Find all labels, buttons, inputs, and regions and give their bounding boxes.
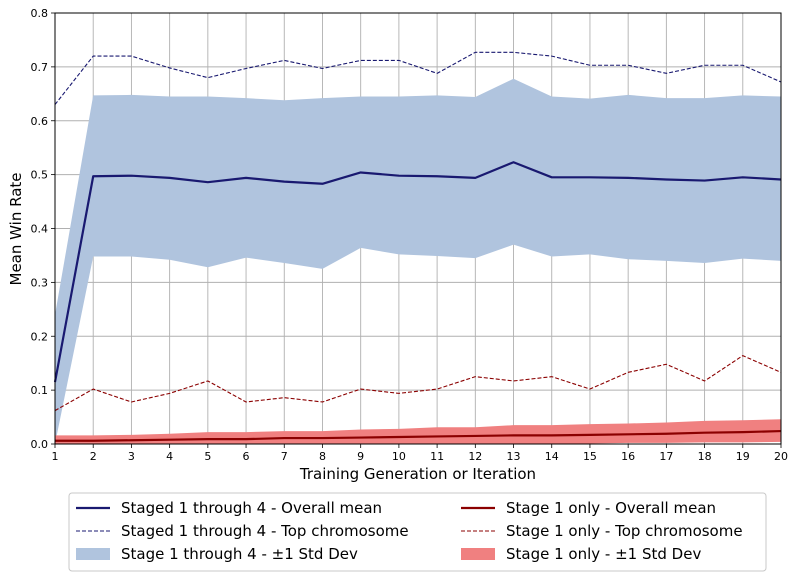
stage-1-only-overall-mean-line (55, 429, 782, 442)
x-tick-label: 9 (357, 450, 364, 463)
x-tick-label: 20 (774, 450, 788, 463)
legend-box (68, 492, 767, 572)
x-tick-label: 2 (90, 450, 97, 463)
legend-label: Stage 1 only - Top chromosome (506, 522, 743, 540)
x-tick-label: 10 (392, 450, 406, 463)
staged-1-through-4-overall-mean-line (53, 161, 782, 383)
legend-label: Stage 1 only - ±1 Std Dev (506, 545, 701, 563)
x-tick-label: 14 (545, 450, 559, 463)
std-dev-bands (55, 78, 781, 444)
x-axis-label: Training Generation or Iteration (299, 465, 536, 483)
x-tick-label: 13 (507, 450, 521, 463)
legend-swatch (76, 548, 110, 560)
stage-1-only-1-std-dev-band (55, 419, 781, 444)
y-tick-label: 0.4 (31, 223, 49, 236)
x-tick-label: 12 (468, 450, 482, 463)
x-tick-label: 4 (166, 450, 173, 463)
series-lines (53, 51, 782, 442)
x-tick-label: 3 (128, 450, 135, 463)
y-tick-label: 0.5 (31, 169, 49, 182)
legend-label: Staged 1 through 4 - Overall mean (121, 499, 382, 517)
x-tick-label: 7 (281, 450, 288, 463)
y-axis-label: Mean Win Rate (7, 173, 25, 286)
stage-1-through-4-1-std-dev-band (55, 78, 781, 444)
y-tick-label: 0.0 (31, 438, 49, 451)
axis-ticks: 1 2 3 4 5 6 7 8 9 10 11 12 13 14 15 16 17 18 19 200.00.10.2… (31, 7, 789, 463)
y-tick-label: 0.8 (31, 7, 49, 20)
x-tick-label: 11 (430, 450, 444, 463)
x-tick-label: 19 (736, 450, 750, 463)
x-tick-label: 17 (659, 450, 673, 463)
x-tick-label: 15 (583, 450, 597, 463)
x-tick-label: 6 (243, 450, 250, 463)
y-tick-label: 0.6 (31, 115, 49, 128)
legend: Staged 1 through 4 - Overall mean Stage 1… (68, 492, 767, 572)
x-tick-label: 16 (621, 450, 635, 463)
legend-label: Stage 1 only - Overall mean (506, 499, 716, 517)
x-tick-label: 18 (698, 450, 712, 463)
legend-label: Staged 1 through 4 - Top chromosome (121, 522, 409, 540)
x-tick-label: 1 (52, 450, 59, 463)
staged-1-through-4-top-chromosome-line (54, 51, 782, 105)
x-tick-label: 8 (319, 450, 326, 463)
y-tick-label: 0.7 (31, 61, 49, 74)
legend-swatch (461, 548, 495, 560)
x-tick-label: 5 (204, 450, 211, 463)
legend-label: Stage 1 through 4 - ±1 Std Dev (121, 545, 358, 563)
y-tick-label: 0.1 (31, 384, 49, 397)
y-tick-label: 0.3 (31, 276, 49, 289)
y-tick-label: 0.2 (31, 330, 49, 343)
stage-1-only-top-chromosome-line (54, 355, 782, 412)
